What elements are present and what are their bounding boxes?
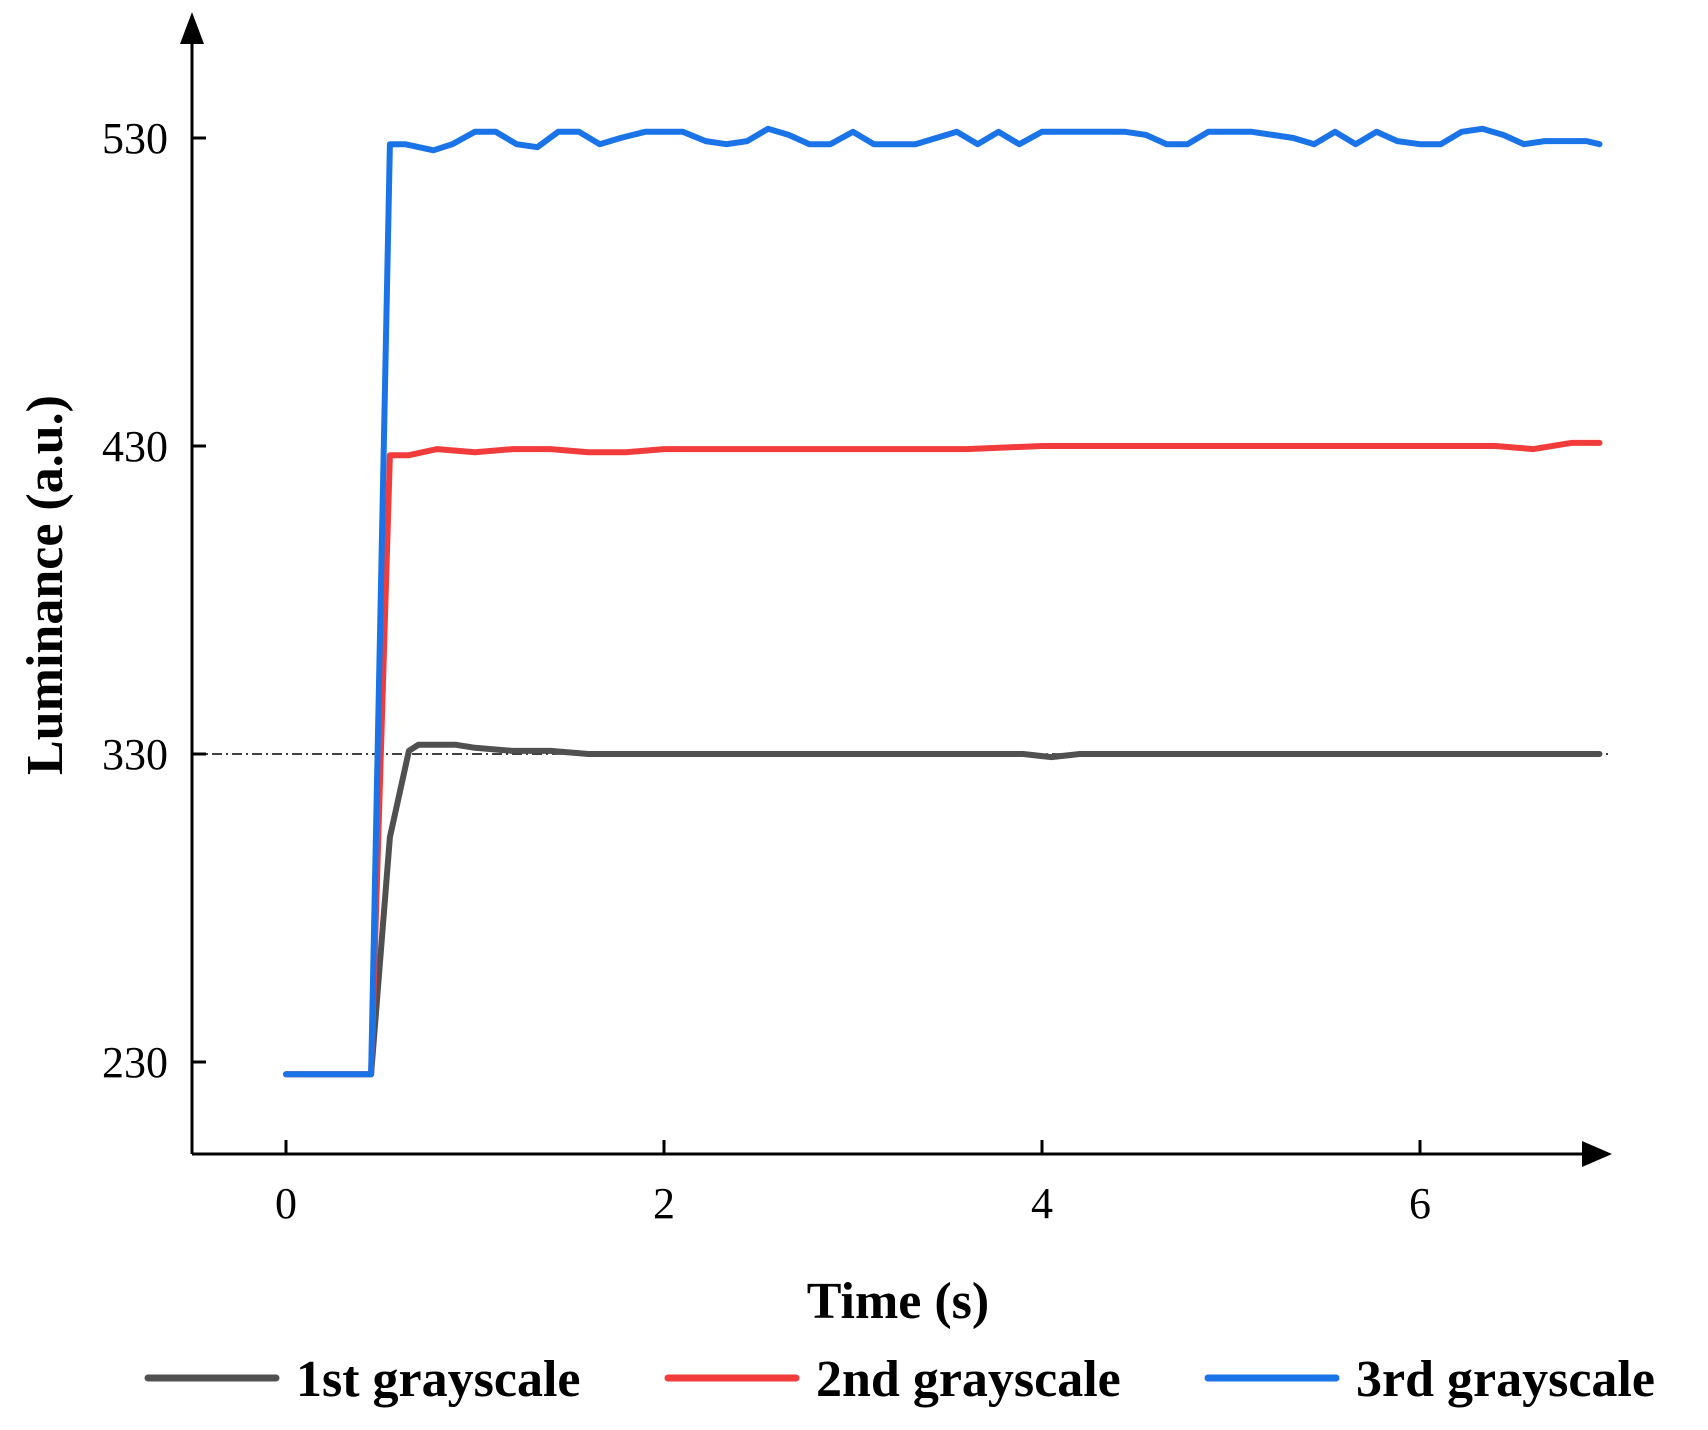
series-line-1 (283, 741, 1603, 1078)
ticks-layer: 0 2 4 6 230 330 430 530 (102, 114, 1431, 1228)
x-tick-label: 2 (653, 1179, 675, 1228)
y-tick-label: 530 (102, 114, 168, 163)
y-tick-label: 430 (102, 422, 168, 471)
x-axis-arrow (1582, 1141, 1612, 1167)
legend-label-1: 1st grayscale (296, 1351, 580, 1408)
x-axis-title: Time (s) (807, 1273, 989, 1330)
y-axis-arrow (180, 12, 204, 44)
series-line-2 (283, 439, 1603, 1078)
y-tick-label: 330 (102, 730, 168, 779)
x-tick-label: 6 (1409, 1179, 1431, 1228)
legend-label-3: 3rd grayscale (1356, 1351, 1655, 1408)
series-layer (283, 125, 1603, 1078)
legend: 1st grayscale 2nd grayscale 3rd grayscale (144, 1351, 1655, 1408)
x-tick-label: 0 (275, 1179, 297, 1228)
legend-label-2: 2nd grayscale (816, 1351, 1121, 1408)
y-axis-title: Luminance (a.u.) (17, 395, 74, 775)
x-tick-label: 4 (1031, 1179, 1053, 1228)
axes-layer (180, 12, 1612, 1167)
y-tick-label: 230 (102, 1038, 168, 1087)
series-line-3 (283, 125, 1603, 1078)
